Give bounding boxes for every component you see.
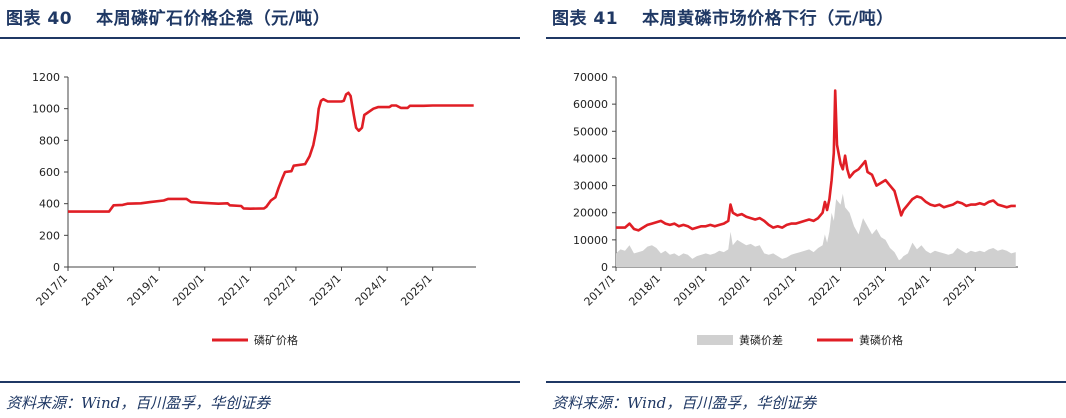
right-figure-number: 图表 41 (552, 9, 619, 29)
right-y-tick-label: 10000 (573, 234, 608, 247)
right-source-note: 资料来源：Wind，百川盈孚，华创证券 (552, 394, 817, 412)
left-x-tick-label: 2024/1 (353, 272, 390, 309)
right-bottom-rule (546, 381, 1066, 383)
right-x-tick-label: 2017/1 (582, 272, 619, 309)
right-legend-swatch-0 (697, 335, 733, 345)
left-y-tick-label: 400 (39, 198, 60, 211)
left-y-tick-label: 1000 (32, 103, 60, 116)
right-series-line-1 (616, 89, 1016, 232)
left-x-tick-label: 2023/1 (307, 272, 344, 309)
right-figure-panel: 图表 41 本周黄磷市场价格下行（元/吨） 0 10000 20000 30000 400… (546, 0, 1066, 418)
left-series-line-0 (68, 91, 474, 213)
right-x-tick-label: 2021/1 (761, 272, 798, 309)
right-x-tick-label: 2024/1 (896, 272, 933, 309)
right-legend-label-1: 黄磷价格 (859, 333, 903, 347)
left-x-tick-label: 2025/1 (398, 272, 435, 309)
right-top-rule (546, 37, 1066, 39)
left-y-tick-label: 200 (39, 229, 60, 242)
right-y-tick-label: 20000 (573, 207, 608, 220)
left-x-tick-label: 2021/1 (216, 272, 253, 309)
right-x-tick-label: 2018/1 (626, 272, 663, 309)
left-x-tick-label: 2020/1 (170, 272, 207, 309)
right-y-tick-label: 0 (601, 261, 608, 274)
right-x-tick-label: 2020/1 (716, 272, 753, 309)
right-y-tick-label: 50000 (573, 125, 608, 138)
left-y-tick-label: 0 (53, 261, 60, 274)
right-chart: 0 10000 20000 30000 40000 50000 60000 70000 2017… (573, 71, 1018, 347)
left-figure-caption: 本周磷矿石价格企稳（元/吨） (96, 9, 331, 29)
left-x-tick-label: 2022/1 (261, 272, 298, 309)
left-figure-panel: 图表 40 本周磷矿石价格企稳（元/吨） 0 200 400 600 800 1000 120… (0, 0, 520, 418)
left-source-note: 资料来源：Wind，百川盈孚，华创证券 (6, 394, 271, 412)
left-x-tick-label: 2019/1 (125, 272, 162, 309)
right-x-tick-label: 2025/1 (941, 272, 978, 309)
right-x-tick-label: 2022/1 (806, 272, 843, 309)
right-y-tick-label: 70000 (573, 71, 608, 84)
right-y-tick-label: 60000 (573, 98, 608, 111)
left-bottom-rule (0, 381, 520, 383)
left-x-tick-label: 2018/1 (79, 272, 116, 309)
right-legend-label-0: 黄磷价差 (739, 333, 783, 347)
right-figure-caption: 本周黄磷市场价格下行（元/吨） (642, 9, 894, 29)
right-y-tick-label: 30000 (573, 180, 608, 193)
left-y-tick-label: 600 (39, 166, 60, 179)
left-y-tick-label: 800 (39, 134, 60, 147)
right-series-area-0 (616, 193, 1016, 267)
left-top-rule (0, 37, 520, 39)
left-figure-title: 图表 40 本周磷矿石价格企稳（元/吨） (6, 4, 330, 29)
right-x-tick-label: 2023/1 (851, 272, 888, 309)
left-y-tick-label: 1200 (32, 71, 60, 84)
right-y-tick-label: 40000 (573, 152, 608, 165)
right-x-tick-label: 2019/1 (671, 272, 708, 309)
left-x-tick-label: 2017/1 (34, 272, 71, 309)
left-legend-label-0: 磷矿价格 (254, 333, 298, 347)
left-figure-number: 图表 40 (6, 9, 73, 29)
right-figure-title: 图表 41 本周黄磷市场价格下行（元/吨） (552, 4, 894, 29)
